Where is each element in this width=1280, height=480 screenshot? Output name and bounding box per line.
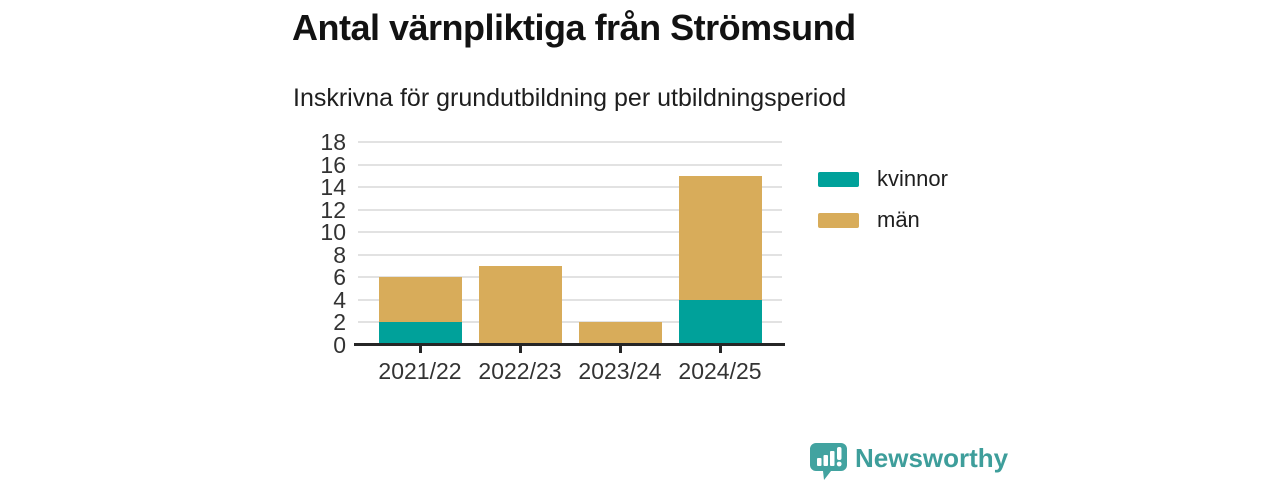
- bar-segment-män-2021/22: [378, 277, 462, 323]
- x-tick-label: 2022/23: [478, 358, 562, 384]
- newsworthy-logo: Newsworthy: [808, 441, 1008, 480]
- bar-chart-speech-bubble-icon: [808, 441, 848, 480]
- x-tick-mark: [518, 346, 522, 353]
- bar-segment-kvinnor-2024/25: [678, 299, 762, 345]
- x-tick-mark: [418, 346, 422, 353]
- gridline: [358, 253, 782, 256]
- y-tick-label: 6: [333, 264, 346, 291]
- bar-segment-män-2024/25: [678, 175, 762, 300]
- gridline: [358, 321, 782, 324]
- x-tick-label: 2024/25: [678, 358, 762, 384]
- plot-area: [354, 141, 785, 353]
- gridline: [358, 208, 782, 211]
- legend: kvinnor män: [818, 166, 948, 233]
- legend-swatch-kvinnor: [818, 171, 859, 187]
- y-tick-label: 0: [333, 332, 346, 358]
- x-axis-line: [354, 343, 785, 346]
- legend-label: kvinnor: [877, 166, 948, 191]
- bar-segment-män-2023/24: [578, 322, 662, 345]
- y-tick-label: 12: [320, 196, 346, 223]
- x-tick-mark: [718, 346, 722, 353]
- y-tick-label: 4: [333, 286, 346, 313]
- legend-swatch-män: [818, 212, 859, 228]
- y-tick-label: 14: [320, 174, 346, 201]
- gridline: [358, 163, 782, 166]
- x-tick-label: 2023/24: [578, 358, 662, 384]
- speech-bubble-shape: [810, 443, 847, 480]
- y-tick-label: 18: [320, 129, 346, 155]
- bar-segment-kvinnor-2021/22: [378, 322, 462, 345]
- gridline: [358, 186, 782, 189]
- gridline: [358, 231, 782, 234]
- gridline: [358, 276, 782, 279]
- bar-segment-män-2022/23: [478, 266, 562, 345]
- gridline: [358, 298, 782, 301]
- brand-name: Newsworthy: [855, 443, 1009, 473]
- y-tick-label: 10: [320, 219, 346, 246]
- legend-item-kvinnor: kvinnor: [818, 166, 948, 192]
- legend-label: män: [877, 207, 920, 232]
- legend-item-män: män: [818, 207, 948, 233]
- y-tick-label: 2: [333, 309, 346, 336]
- chart-title: Antal värnpliktiga från Strömsund: [292, 7, 856, 48]
- x-tick-mark: [618, 346, 622, 353]
- gridline: [358, 141, 782, 143]
- x-tick-label: 2021/22: [378, 358, 462, 384]
- chart-subtitle: Inskrivna för grundutbildning per utbild…: [293, 84, 847, 112]
- y-tick-label: 8: [333, 241, 346, 268]
- y-tick-label: 16: [320, 151, 346, 178]
